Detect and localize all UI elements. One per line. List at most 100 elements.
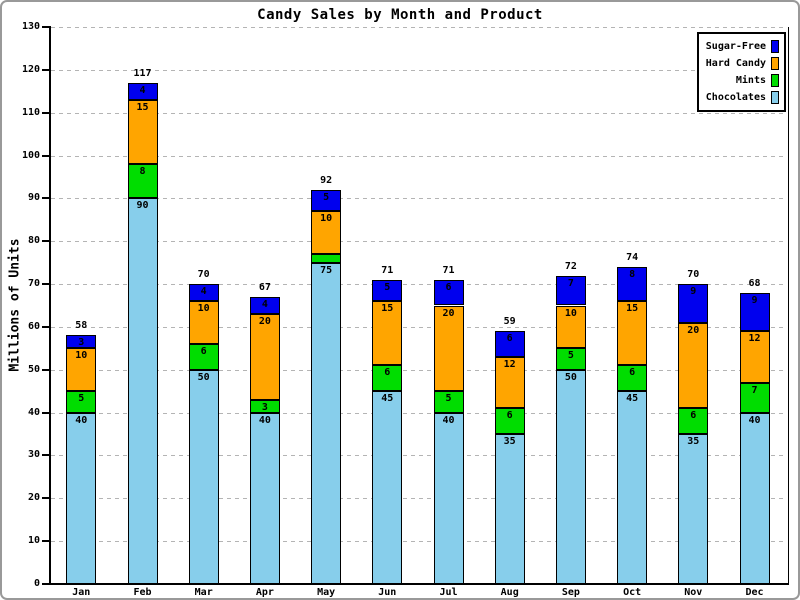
segment-value-label: 6 (384, 367, 391, 379)
gridline (51, 369, 787, 371)
y-tick-mark (42, 68, 51, 71)
segment-value-label: 6 (506, 333, 513, 345)
bar-segment-mints: 5 (433, 391, 464, 413)
bar-segment-mints: 3 (249, 399, 280, 413)
bar-total-label: 72 (564, 260, 577, 272)
bar-segment-chocolates: 75 (311, 262, 342, 584)
legend-swatch-icon (771, 74, 779, 87)
x-category-label: Oct (623, 587, 642, 598)
bar-segment-hard-candy: 12 (494, 356, 525, 409)
segment-value-label: 9 (690, 286, 697, 298)
segment-value-label: 20 (687, 324, 700, 336)
legend-swatch-icon (771, 91, 779, 104)
bar-segment-mints: 8 (127, 164, 158, 199)
segment-value-label: 35 (687, 436, 700, 448)
bar-segment-chocolates: 40 (433, 412, 464, 584)
gridline (51, 541, 787, 543)
segment-value-label: 5 (384, 281, 391, 293)
segment-value-label: 10 (197, 303, 210, 315)
y-tick-mark (42, 454, 51, 457)
bar-segment-chocolates: 50 (555, 369, 586, 584)
segment-value-label: 4 (261, 298, 268, 310)
segment-value-label: 45 (381, 393, 394, 405)
bar-segment-chocolates: 45 (617, 391, 648, 584)
segment-value-label: 90 (136, 200, 149, 212)
bar-total-label: 117 (133, 67, 152, 79)
bar-segment-sugar-free: 4 (188, 284, 219, 302)
y-tick-label: 120 (21, 63, 40, 75)
y-tick-mark (42, 325, 51, 328)
bar-total-label: 59 (503, 316, 516, 328)
legend-label: Chocolates (705, 92, 766, 103)
gridline (51, 412, 787, 414)
y-tick-label: 30 (27, 449, 40, 461)
bar-segment-sugar-free: 6 (494, 331, 525, 357)
segment-value-label: 5 (567, 350, 574, 362)
segment-value-label: 10 (320, 213, 333, 225)
bar-segment-hard-candy: 12 (739, 331, 770, 383)
y-tick-label: 90 (27, 192, 40, 204)
y-tick-mark (42, 497, 51, 500)
y-tick-label: 40 (27, 406, 40, 418)
segment-value-label: 8 (629, 268, 636, 280)
segment-value-label: 6 (690, 410, 697, 422)
bar-total-label: 74 (626, 251, 639, 263)
legend-row: Mints (703, 72, 779, 89)
segment-value-label: 8 (139, 166, 146, 178)
bar-segment-chocolates: 45 (372, 391, 403, 584)
bar-segment-hard-candy: 10 (66, 348, 97, 392)
gridline (51, 326, 787, 328)
segment-value-label: 4 (139, 84, 146, 96)
y-axis-line (49, 27, 51, 585)
y-tick-mark (42, 26, 51, 28)
gridline (51, 498, 787, 500)
segment-value-label: 20 (442, 307, 455, 319)
segment-value-label: 20 (258, 316, 271, 328)
bar-segment-hard-candy: 20 (433, 305, 464, 392)
segment-value-label: 45 (626, 393, 639, 405)
x-category-label: Aug (500, 587, 519, 598)
segment-value-label: 5 (78, 393, 85, 405)
y-tick-mark (42, 368, 51, 371)
segment-value-label: 35 (503, 436, 516, 448)
legend-label: Hard Candy (705, 58, 766, 69)
gridline (51, 155, 787, 157)
gridline (51, 455, 787, 457)
bar-total-label: 71 (442, 264, 455, 276)
bar-segment-chocolates: 40 (249, 412, 280, 584)
bar-segment-sugar-free: 9 (739, 292, 770, 332)
segment-value-label: 6 (200, 346, 207, 358)
bar-segment-mints: 5 (555, 348, 586, 370)
chart-title: Candy Sales by Month and Product (257, 7, 543, 23)
y-tick-mark (42, 240, 51, 243)
segment-value-label: 40 (258, 414, 271, 426)
legend-row: Chocolates (703, 89, 779, 106)
x-category-label: Jan (72, 587, 91, 598)
y-tick-mark (42, 540, 51, 543)
bar-segment-sugar-free: 7 (555, 275, 586, 306)
y-tick-mark (42, 197, 51, 200)
y-tick-label: 110 (21, 106, 40, 118)
segment-value-label: 10 (564, 307, 577, 319)
gridline (51, 27, 787, 28)
bar-segment-hard-candy: 20 (678, 322, 709, 409)
segment-value-label: 15 (626, 303, 639, 315)
gridline (51, 284, 787, 286)
y-tick-mark (42, 583, 51, 585)
y-tick-mark (42, 154, 51, 157)
bar-total-label: 71 (381, 264, 394, 276)
bar-total-label: 58 (75, 320, 88, 332)
segment-value-label: 9 (751, 294, 758, 306)
segment-value-label: 5 (323, 191, 330, 203)
gridline (51, 198, 787, 200)
x-axis-line (42, 583, 789, 585)
legend-box: Sugar-Free Hard Candy Mints Chocolates (697, 32, 786, 112)
legend-label: Mints (735, 75, 766, 86)
gridline (51, 69, 787, 71)
bar-segment-hard-candy: 15 (372, 301, 403, 366)
bar-total-label: 67 (258, 281, 271, 293)
segment-value-label: 75 (320, 264, 333, 276)
bar-segment-chocolates: 90 (127, 198, 158, 584)
x-category-label: Apr (255, 587, 274, 598)
segment-value-label: 3 (78, 337, 85, 349)
